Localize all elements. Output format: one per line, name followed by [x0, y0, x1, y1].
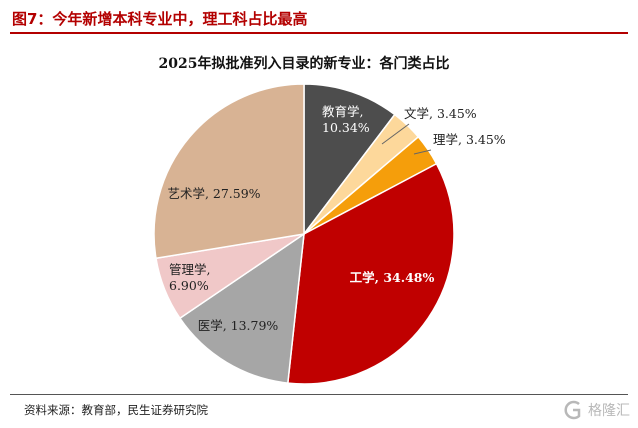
chart-title: 2025年拟批准列入目录的新专业：各门类占比 — [159, 55, 450, 72]
leader-line-3 — [413, 149, 432, 155]
watermark-text: 格隆汇 — [588, 403, 630, 419]
slice-label-7: 艺术学, 27.59% — [167, 186, 260, 201]
slice-label-5: 医学, 13.79% — [198, 318, 279, 333]
pie-labels: 教育学, 10.34% 文学, 3.45% 理学, 3.45% 工学, 34.48% 医学… — [167, 104, 505, 333]
watermark-logo-icon — [564, 400, 581, 420]
slice-label-2: 文学, 3.45% — [404, 106, 477, 121]
slice-label-4: 工学, 34.48% — [350, 270, 435, 285]
pie-slice-1 — [303, 83, 396, 237]
source-note: 资料来源：教育部，民生证券研究院 — [24, 403, 208, 417]
pie-chart-container: 2025年拟批准列入目录的新专业：各门类占比 教育学, 10.34% 文学, 3.4… — [0, 40, 638, 392]
leader-line-2 — [381, 123, 410, 145]
slice-label-1: 教育学, 10.34% — [322, 104, 370, 135]
pie-slice-4 — [286, 162, 455, 385]
pie-slice-5 — [178, 232, 305, 384]
pie-slices — [153, 83, 455, 385]
pie-slice-7 — [153, 83, 305, 260]
figure-header-title: 图7：今年新增本科专业中，理工科占比最高 — [12, 10, 308, 28]
watermark: 格隆汇 — [562, 398, 630, 422]
figure-header: 图7：今年新增本科专业中，理工科占比最高 — [10, 6, 628, 34]
slice-label-3: 理学, 3.45% — [433, 132, 506, 147]
pie-chart: 2025年拟批准列入目录的新专业：各门类占比 教育学, 10.34% 文学, 3.4… — [153, 55, 506, 385]
slice-label-6: 管理学, 6.90% — [169, 262, 210, 293]
footer-divider — [10, 394, 628, 395]
